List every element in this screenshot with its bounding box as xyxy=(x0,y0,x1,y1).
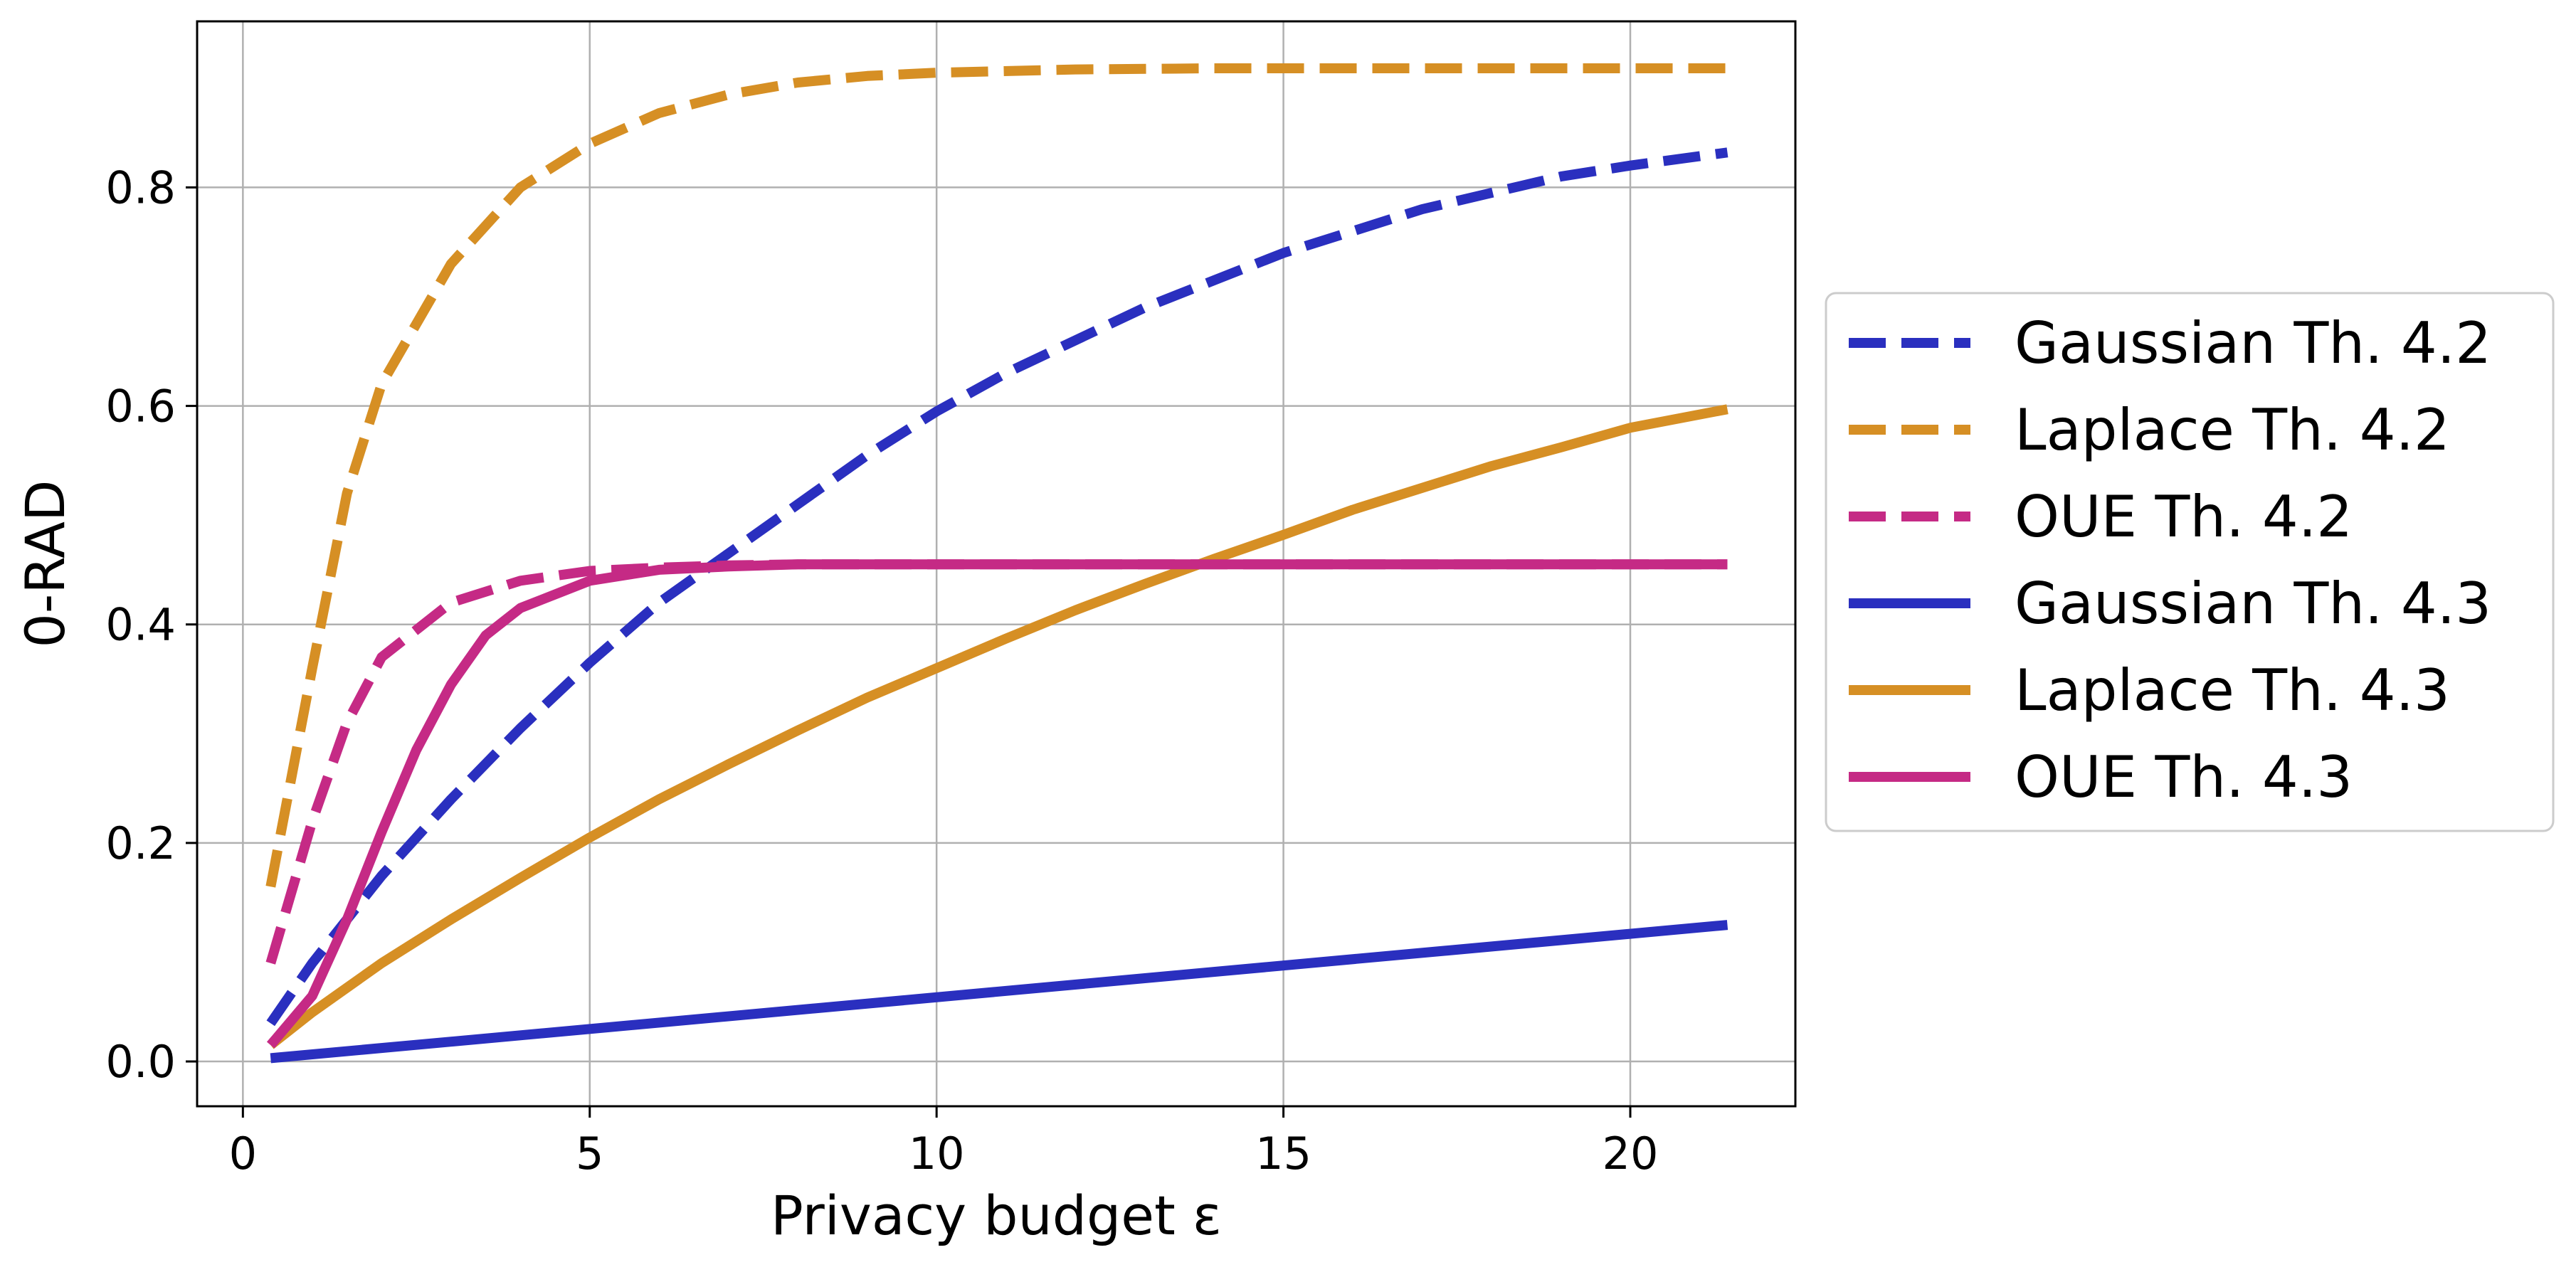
legend-label: OUE Th. 4.3 xyxy=(2015,744,2353,810)
x-tick-label: 0 xyxy=(229,1128,257,1180)
legend-label: OUE Th. 4.2 xyxy=(2015,484,2353,550)
plot-frame xyxy=(196,20,1797,1108)
x-tick-label: 5 xyxy=(576,1128,603,1180)
y-axis-title: 0-RAD xyxy=(14,479,77,647)
legend-box xyxy=(1825,292,2555,832)
x-tick-label: 10 xyxy=(909,1128,965,1180)
y-tick-label: 0.0 xyxy=(105,1036,176,1088)
y-tick-label: 0.4 xyxy=(105,599,176,651)
series-line xyxy=(267,404,1728,1049)
legend: Gaussian Th. 4.2 Laplace Th. 4.2 OUE Th. 4… xyxy=(1825,292,2555,832)
legend-label: Laplace Th. 4.2 xyxy=(2015,397,2450,463)
series-line xyxy=(266,147,1728,1027)
series-line xyxy=(265,63,1728,888)
y-tick-label: 0.6 xyxy=(105,381,176,433)
series-line xyxy=(270,920,1728,1064)
series-line xyxy=(266,559,1728,1049)
x-tick-label: 20 xyxy=(1603,1128,1659,1180)
legend-label: Laplace Th. 4.3 xyxy=(2015,657,2450,724)
y-tick-label: 0.2 xyxy=(105,817,176,869)
y-tick-label: 0.8 xyxy=(105,161,176,213)
x-tick-label: 15 xyxy=(1255,1128,1311,1180)
legend-label: Gaussian Th. 4.3 xyxy=(2015,571,2491,637)
x-axis-title: Privacy budget ε xyxy=(771,1184,1222,1247)
legend-label: Gaussian Th. 4.2 xyxy=(2015,310,2491,376)
axis-ticks: 0 5 10 15 20 0.0 0.2 0.4 0.6 0.8 xyxy=(105,161,1658,1180)
series-lines xyxy=(265,63,1728,1064)
